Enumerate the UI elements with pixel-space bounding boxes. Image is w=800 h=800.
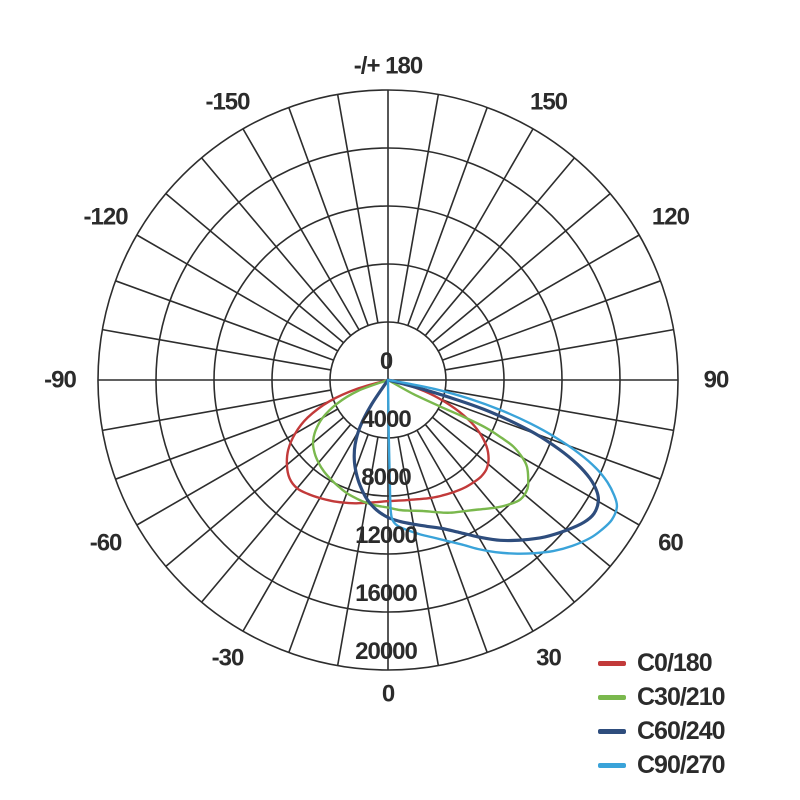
grid-spoke-10 [397, 436, 440, 666]
radial-label-16000: 16000 [355, 580, 417, 607]
legend-item-C90-270: C90/270 [598, 748, 726, 782]
grid-spoke-40 [424, 423, 576, 603]
angle-label-180: -/+ 180 [354, 53, 423, 80]
angle-label-120: 120 [652, 203, 690, 230]
radial-label-0: 0 [380, 348, 393, 375]
angle-label-30: 30 [536, 644, 561, 671]
grid-spoke-190 [336, 94, 379, 324]
angle-label-0: 0 [382, 681, 395, 708]
grid-spoke-100 [444, 328, 674, 371]
legend-item-C30-210: C30/210 [598, 680, 726, 714]
legend-item-C0-180: C0/180 [598, 646, 725, 680]
angle-label-neg90: -90 [44, 367, 76, 394]
angle-label-neg120: -120 [84, 203, 129, 230]
angle-label-60: 60 [658, 530, 683, 557]
grid-spoke-240 [136, 234, 339, 352]
grid-spoke-110 [442, 280, 661, 361]
angle-label-90: 90 [704, 367, 729, 394]
grid-spoke-70 [442, 399, 661, 480]
curve-C0-180 [285, 378, 490, 505]
legend-item-C60-240: C60/240 [598, 714, 726, 748]
curve-C60-240 [352, 378, 601, 543]
grid-spoke-60 [437, 408, 640, 526]
grid-spoke-80 [444, 389, 674, 432]
radial-label-20000: 20000 [355, 638, 417, 665]
grid-spoke-220 [200, 157, 352, 337]
legend-label: C0/180 [637, 648, 713, 677]
grid-spoke-230 [165, 192, 345, 344]
grid-spoke-200 [288, 107, 369, 326]
grid-spoke-260 [102, 328, 332, 371]
grid-spoke-320 [200, 423, 352, 603]
legend-dash-icon [598, 762, 626, 768]
grid-spoke-130 [431, 192, 611, 344]
angle-label-neg150: -150 [205, 89, 250, 116]
grid-spoke-150 [416, 128, 534, 331]
grid-spoke-310 [165, 416, 345, 568]
legend-dash-icon [598, 728, 626, 734]
legend-label: C90/270 [637, 750, 726, 779]
grid-spoke-120 [437, 234, 640, 352]
radial-label-8000: 8000 [361, 464, 411, 491]
grid-spoke-170 [397, 94, 440, 324]
angle-label-neg30: -30 [212, 644, 244, 671]
grid-spoke-20 [407, 434, 488, 653]
curve-C30-210 [311, 378, 530, 514]
angle-label-150: 150 [530, 89, 568, 116]
legend-label: C30/210 [637, 682, 726, 711]
grid-spoke-140 [424, 157, 576, 337]
grid-spoke-330 [242, 429, 360, 632]
grid-spoke-250 [115, 280, 334, 361]
grid-spoke-30 [416, 429, 534, 632]
grid-spoke-280 [102, 389, 332, 432]
legend-dash-icon [598, 694, 626, 700]
legend-label: C60/240 [637, 716, 726, 745]
chart-legend: C0/180 C30/210 C60/240 C90/270 [598, 646, 726, 782]
grid-spoke-300 [136, 408, 339, 526]
grid-spoke-160 [407, 107, 488, 326]
grid-spoke-290 [115, 399, 334, 480]
angle-label-neg60: -60 [90, 530, 122, 557]
legend-dash-icon [598, 660, 626, 666]
grid-spoke-350 [336, 436, 379, 666]
radial-label-4000: 4000 [361, 406, 411, 433]
grid-spoke-210 [242, 128, 360, 331]
curve-C90-270 [386, 378, 619, 555]
radial-label-12000: 12000 [355, 522, 417, 549]
